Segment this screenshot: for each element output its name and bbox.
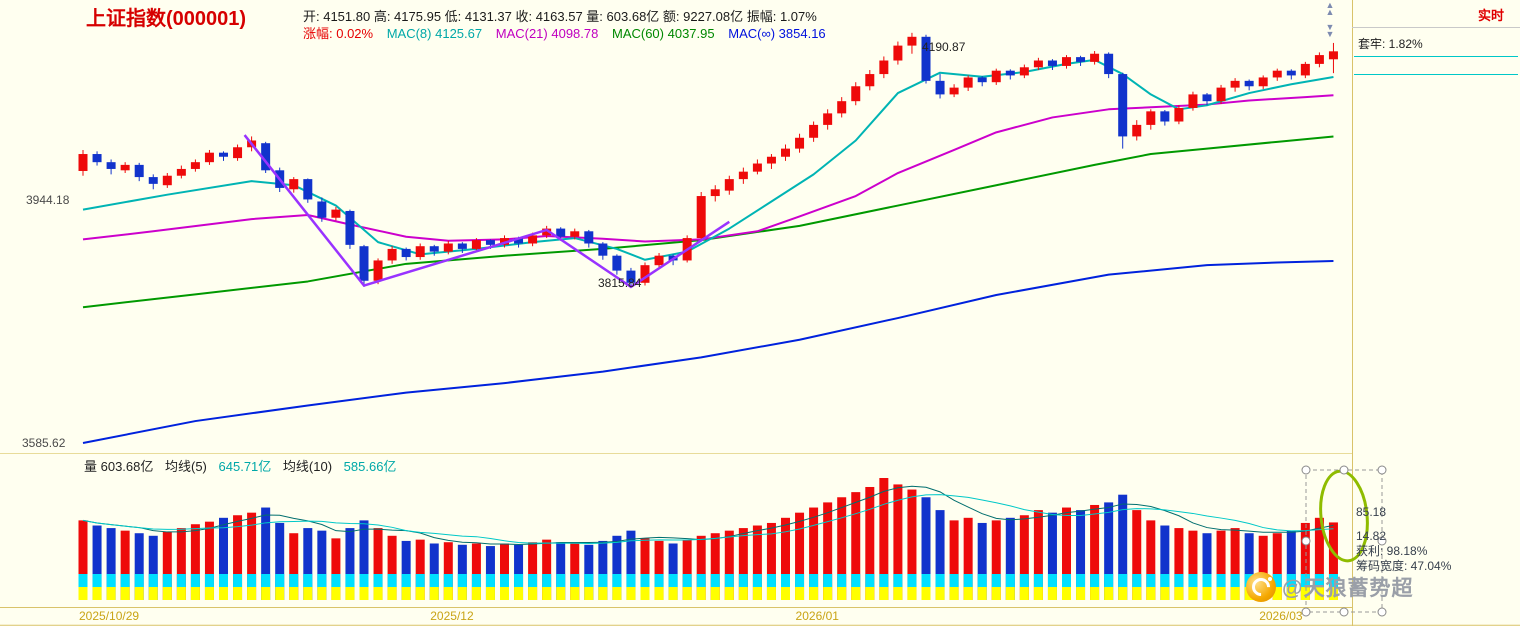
selection-handle[interactable] <box>1377 607 1387 617</box>
date-label: 2026/03 <box>1259 609 1303 623</box>
selection-handle[interactable] <box>1339 607 1349 617</box>
date-label: 2025/10/29 <box>79 609 139 623</box>
collapse-up-button[interactable]: ▲ ▲ <box>1320 0 1340 20</box>
volume-ma10-value: 585.66亿 <box>343 459 397 474</box>
volume-header: 量 603.68亿 均线(5) 645.71亿 均线(10) 585.66亿 <box>84 456 404 475</box>
page-title: 上证指数(000001) <box>86 8 247 30</box>
volume-ma-line <box>82 485 1334 546</box>
double-chevron-down-icon: ▼ <box>1325 22 1335 32</box>
volume-ma10-label: 均线(10) <box>282 459 333 474</box>
double-chevron-up-icon: ▲ <box>1325 0 1335 10</box>
date-label: 2025/12 <box>430 609 474 623</box>
selection-handle[interactable] <box>1377 536 1387 546</box>
ma8-legend: MAC(8) 4125.67 <box>386 26 483 41</box>
volume-value: 量 603.68亿 <box>84 459 154 474</box>
y-axis-label: 3585.62 <box>22 436 66 450</box>
trough-price-annotation: 3815.84 <box>598 276 642 290</box>
double-chevron-up-icon: ▲ <box>1325 7 1335 17</box>
selection-handle[interactable] <box>1339 465 1349 475</box>
selection-handle[interactable] <box>1301 536 1311 546</box>
volume-ma5-label: 均线(5) <box>165 459 207 474</box>
date-label: 2026/01 <box>796 609 840 623</box>
change-percent: 涨幅: 0.02% <box>303 26 374 41</box>
ma-line <box>82 135 1334 309</box>
collapse-down-button[interactable]: ▼ ▼ <box>1320 22 1340 42</box>
chip-value-1: 85.18 <box>1356 505 1387 519</box>
watermark: @天狼蓄势超 <box>1246 572 1413 602</box>
ma-line <box>82 260 1334 444</box>
peak-price-annotation: 4190.87 <box>922 40 966 54</box>
weibo-logo-icon <box>1246 572 1276 602</box>
trend-line-annotation[interactable] <box>243 134 730 289</box>
selection-handle[interactable] <box>1377 465 1387 475</box>
ma21-legend: MAC(21) 4098.78 <box>495 26 599 41</box>
ma60-legend: MAC(60) 4037.95 <box>611 26 715 41</box>
volume-ma-line <box>82 494 1334 544</box>
profit-ratio: 获利: 98.18% <box>1356 544 1428 558</box>
chip-value-2: 14.82 <box>1356 529 1387 543</box>
chip-width: 筹码宽度: 47.04% <box>1356 559 1452 573</box>
y-axis-label: 3944.18 <box>26 193 70 207</box>
watermark-text: @天狼蓄势超 <box>1282 577 1414 600</box>
volume-ma5-value: 645.71亿 <box>218 459 272 474</box>
ma-inf-legend: MAC(∞) 3854.16 <box>728 26 826 41</box>
volume-series <box>78 478 1338 600</box>
realtime-label[interactable]: 实时 <box>1478 8 1505 23</box>
selection-handle[interactable] <box>1301 465 1311 475</box>
ellipse-annotation[interactable] <box>1316 469 1371 563</box>
chip-stats: 85.18 14.82 获利: 98.18% 筹码宽度: 47.04% <box>1356 505 1451 574</box>
candlestick-series <box>78 32 1338 287</box>
double-chevron-down-icon: ▼ <box>1325 29 1335 39</box>
trapped-ratio: 套牢: 1.82% <box>1358 37 1423 51</box>
ma-line <box>82 58 1334 261</box>
selection-handle[interactable] <box>1301 607 1311 617</box>
ma-legend: 涨幅: 0.02% MAC(8) 4125.67 MAC(21) 4098.78… <box>303 23 836 42</box>
ohlc-stats: 开: 4151.80 高: 4175.95 低: 4131.37 收: 4163… <box>303 9 817 24</box>
